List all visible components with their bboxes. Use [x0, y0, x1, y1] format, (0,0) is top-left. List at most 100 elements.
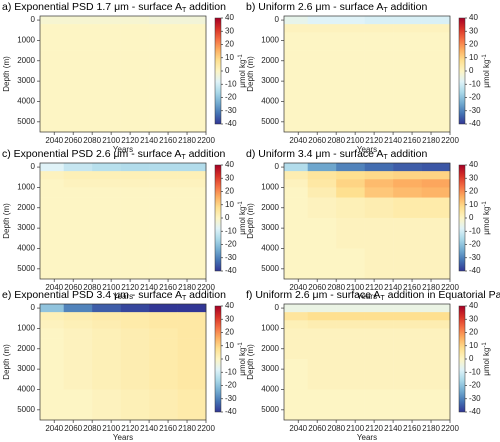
plot-frame — [39, 15, 207, 133]
heatmap-cell — [149, 101, 178, 133]
heatmap-cell — [364, 187, 394, 198]
x-tick-label: 2180 — [422, 136, 440, 145]
heatmap-cell — [63, 16, 93, 25]
heatmap-cell — [63, 248, 93, 280]
heatmap-cell — [120, 358, 150, 390]
heatmap-cell — [40, 16, 65, 25]
heatmap-cell — [92, 320, 121, 329]
heatmap-cell — [92, 32, 121, 41]
heatmap-cell — [393, 50, 422, 72]
heatmap-cell — [421, 312, 451, 321]
heatmap-cell — [393, 320, 422, 329]
colorbar-label-sup: -1 — [238, 201, 244, 207]
heatmap-cell — [307, 16, 337, 25]
heatmap-cell — [393, 389, 422, 421]
heatmap-cell — [149, 16, 178, 25]
x-tick-label: 2140 — [140, 283, 158, 292]
heatmap-cell — [284, 389, 309, 421]
heatmap-cell — [421, 389, 451, 421]
y-tick-label: 0 — [275, 162, 280, 171]
heatmap-cell — [393, 70, 422, 102]
colorbar-tick-label: -30 — [225, 394, 237, 403]
heatmap-cell — [364, 217, 394, 249]
colorbar-tick-label: 10 — [469, 200, 478, 209]
heatmap-cell — [92, 163, 121, 172]
colorbar-tick-label: 20 — [225, 40, 234, 49]
colorbar-tick-label: -30 — [469, 106, 481, 115]
title-rest: addition — [186, 1, 226, 13]
plot-frame — [283, 162, 451, 280]
y-tick-label: 4000 — [261, 97, 279, 106]
heatmap-cell — [364, 328, 394, 339]
y-axis-label: Depth (m) — [246, 344, 255, 380]
heatmap-cell — [284, 197, 309, 219]
heatmap-cell — [421, 248, 451, 280]
heatmap-cell — [307, 70, 337, 102]
heatmap-cell — [284, 70, 309, 102]
x-tick-label: 2160 — [159, 424, 177, 433]
heatmap-cell — [284, 32, 309, 41]
heatmap-cell — [421, 328, 451, 339]
x-axis-label: Years — [113, 292, 133, 301]
y-axis-label: Depth (m) — [2, 56, 11, 92]
heatmap-cell — [177, 163, 207, 172]
heatmap-cell — [149, 179, 178, 188]
heatmap-cell — [92, 101, 121, 133]
heatmap-cell — [92, 24, 121, 33]
heatmap-cell — [92, 217, 121, 249]
colorbar-label: μmol kg-1 — [482, 54, 492, 88]
heatmap-cell — [364, 389, 394, 421]
heatmap-cell — [284, 101, 309, 133]
heatmap-cell — [177, 312, 207, 321]
x-tick-label: 2120 — [121, 136, 139, 145]
heatmap-cell — [421, 24, 451, 33]
heatmap-cell — [40, 197, 65, 219]
heatmap-cell — [92, 304, 121, 313]
heatmap-cell — [284, 40, 309, 51]
heatmap-cell — [177, 187, 207, 198]
heatmap-cell — [63, 338, 93, 360]
x-tick-label: 2060 — [308, 136, 326, 145]
x-tick-label: 2140 — [384, 424, 402, 433]
y-tick-label: 1000 — [261, 183, 279, 192]
heatmap-cell — [63, 358, 93, 390]
heatmap-cell — [63, 163, 93, 172]
heatmap-cell — [120, 217, 150, 249]
plot-frame — [39, 303, 207, 421]
y-axis-label: Depth (m) — [2, 344, 11, 380]
heatmap-cell — [40, 389, 65, 421]
heatmap-cell — [364, 32, 394, 41]
heatmap-cell — [307, 389, 337, 421]
heatmap-cell — [393, 24, 422, 33]
colorbar-label-main: μmol kg — [238, 60, 247, 88]
heatmap-cell — [421, 70, 451, 102]
y-tick-label: 0 — [31, 162, 36, 171]
heatmap-cell — [63, 32, 93, 41]
heatmap-cell — [421, 358, 451, 390]
heatmap-cell — [120, 171, 150, 180]
x-tick-label: 2160 — [403, 136, 421, 145]
heatmap-cell — [149, 217, 178, 249]
heatmap-cell — [336, 248, 365, 280]
title-main: d) Uniform 3.4 μm - surface A — [246, 148, 383, 160]
heatmap-cell — [63, 24, 93, 33]
colorbar — [458, 305, 466, 413]
colorbar-tick-label: 0 — [225, 213, 230, 222]
y-tick-label: 2000 — [261, 344, 279, 353]
heatmap-cell — [393, 217, 422, 249]
y-axis-label: Depth (m) — [246, 203, 255, 239]
y-tick-label: 2000 — [261, 203, 279, 212]
title-rest: addition in Equatorial Pacific — [385, 289, 500, 301]
y-tick-label: 3000 — [17, 364, 35, 373]
heatmap-cell — [284, 217, 309, 249]
x-tick-label: 2120 — [365, 283, 383, 292]
y-tick-label: 5000 — [261, 117, 279, 126]
x-tick-label: 2160 — [403, 424, 421, 433]
x-tick-label: 2080 — [83, 424, 101, 433]
heatmap-cell — [364, 304, 394, 313]
heatmap-cell — [40, 40, 65, 51]
colorbar-label-main: μmol kg — [482, 348, 491, 376]
heatmap-cell — [63, 171, 93, 180]
x-tick-label: 2060 — [308, 424, 326, 433]
heatmap-cell — [393, 32, 422, 41]
